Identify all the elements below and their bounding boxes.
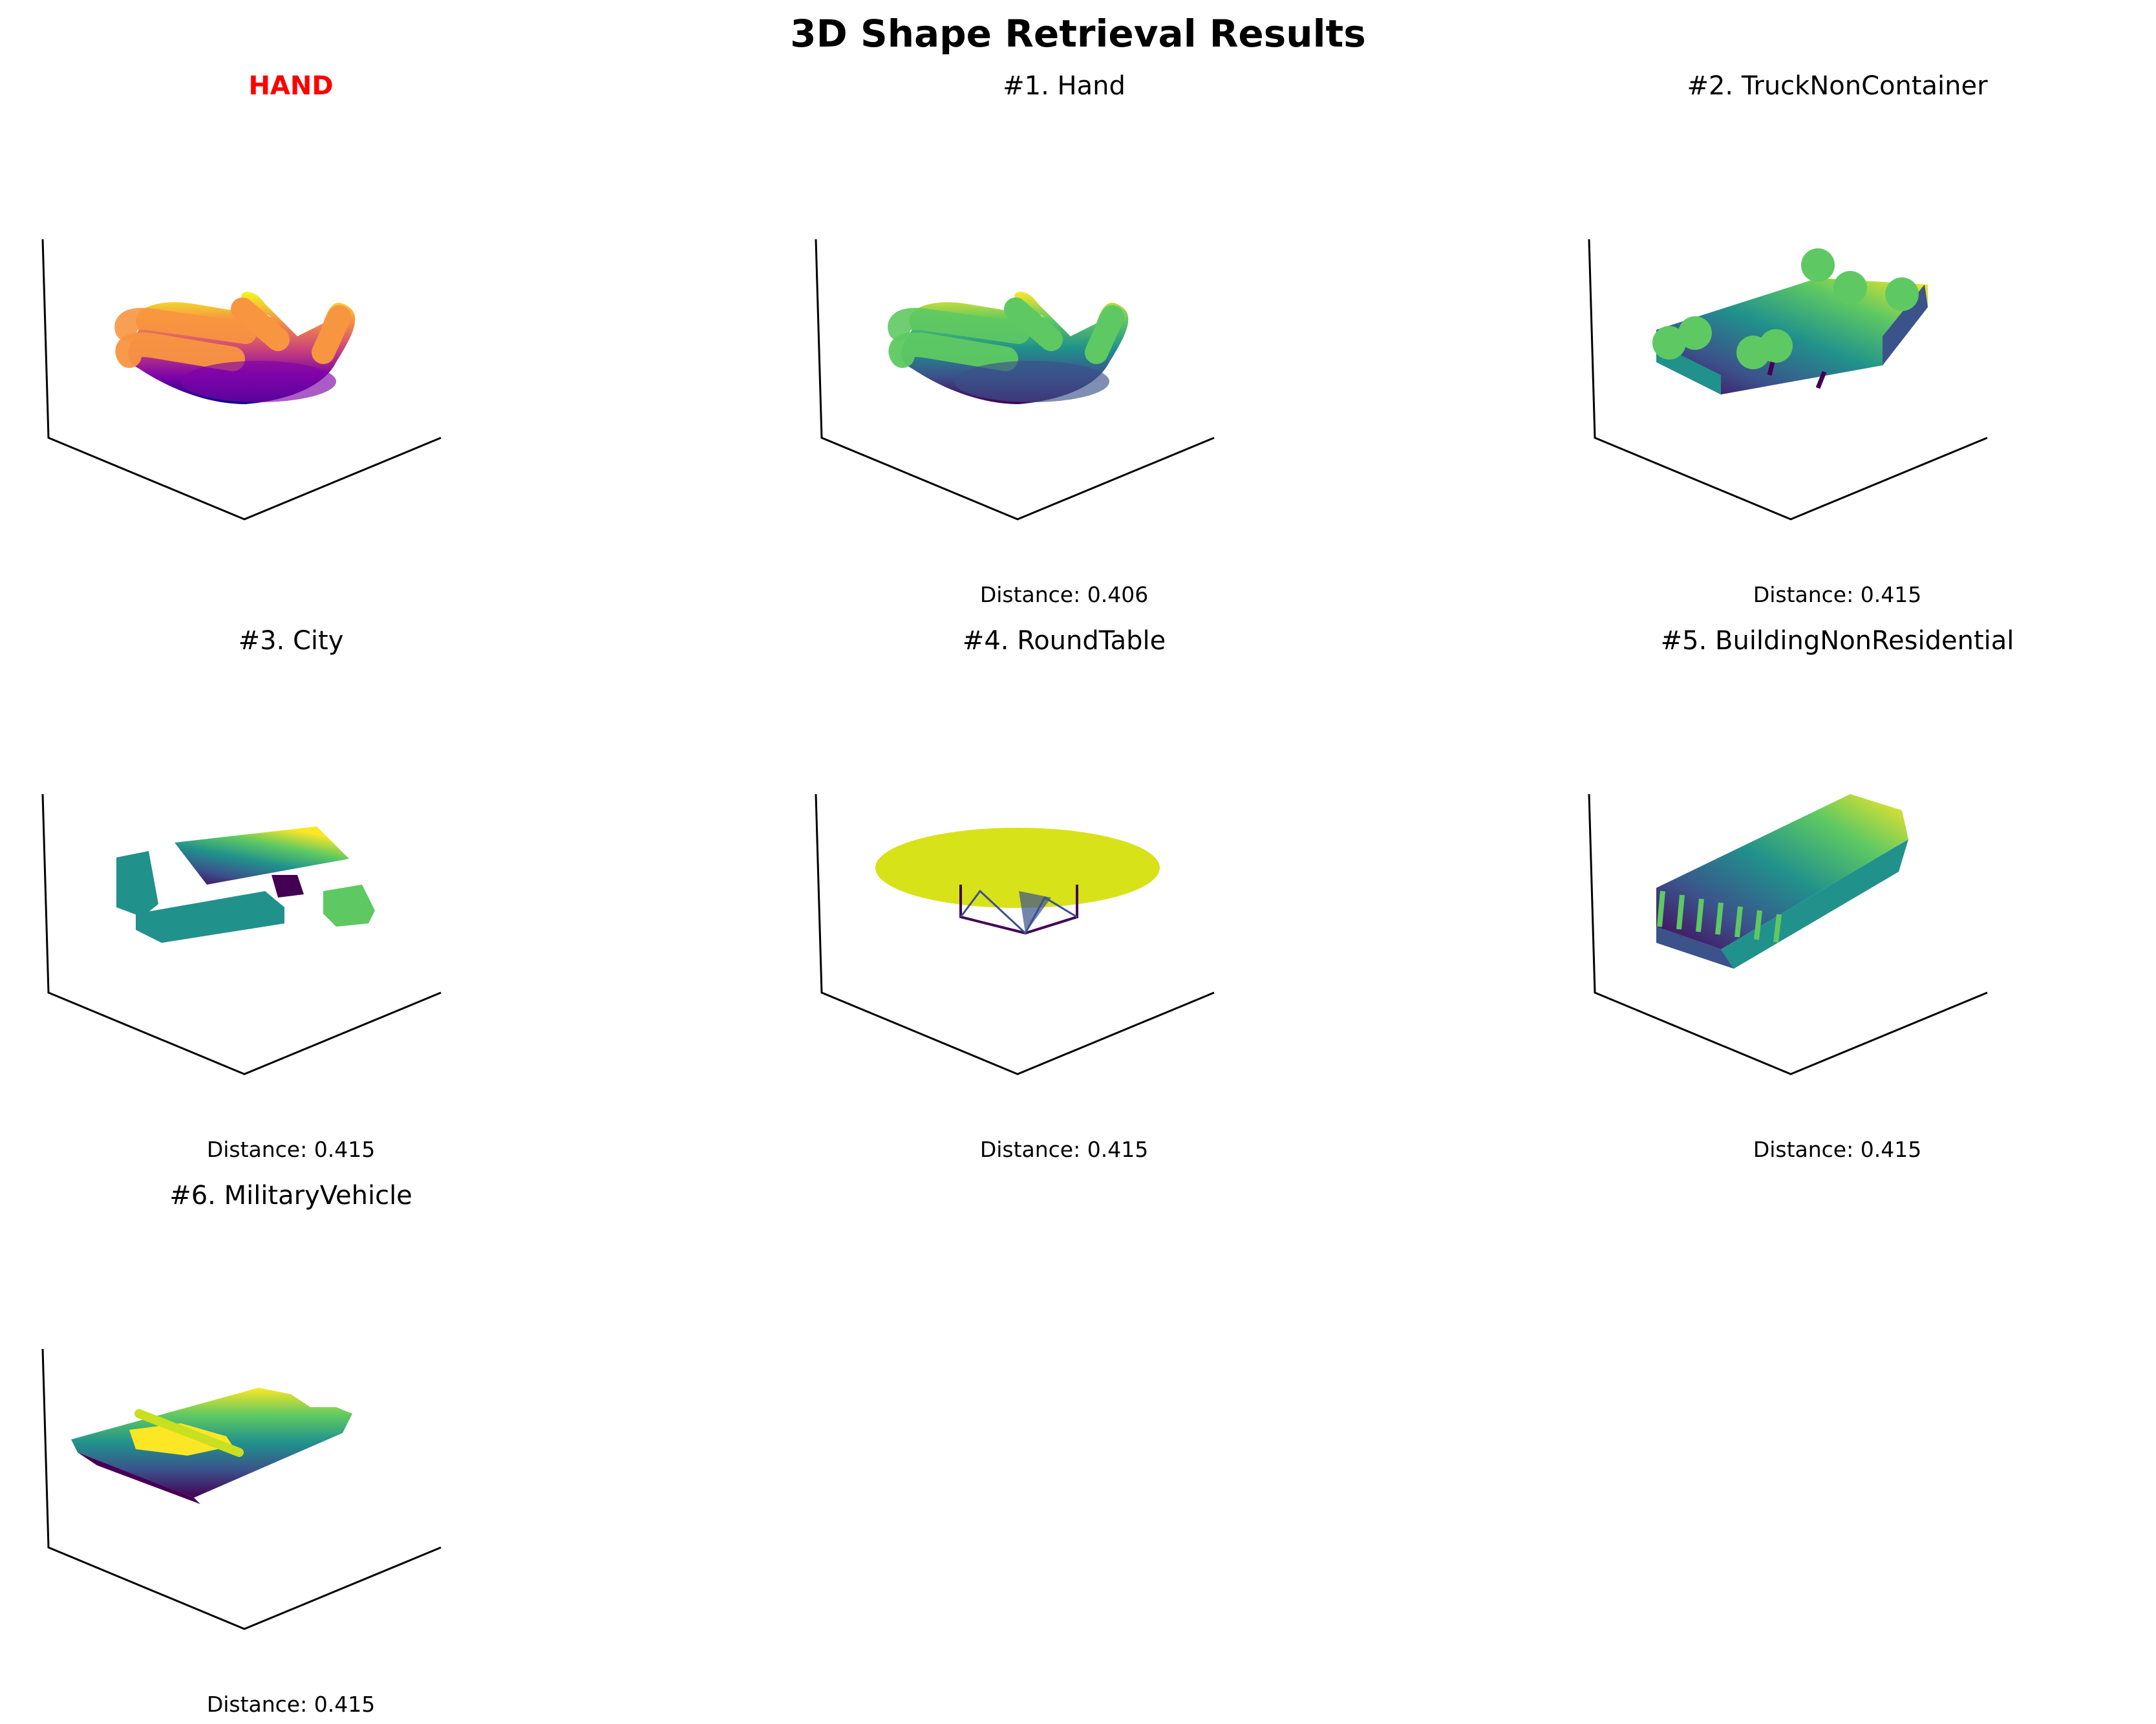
axes-3d <box>41 239 442 521</box>
result-title: #6. MilitaryVehicle <box>169 1181 412 1211</box>
result-panel: #2. TruckNonContainer Distance: 0.415 <box>1546 0 2128 607</box>
distance-label: Distance: 0.415 <box>979 1137 1149 1162</box>
figure-title: 3D Shape Retrieval Results <box>790 12 1366 56</box>
shape-plot <box>1588 239 1988 521</box>
distance-label: Distance: 0.406 <box>979 582 1149 607</box>
query-panel: HAND <box>0 0 582 556</box>
result-panel: #6. MilitaryVehicle Distance: 0.415 <box>0 1110 582 1717</box>
axes-3d <box>1588 239 1988 521</box>
shape-city <box>116 826 375 943</box>
shape-plot <box>41 239 442 521</box>
axes-3d <box>41 793 442 1075</box>
result-title: #3. City <box>238 626 344 656</box>
shape-plot <box>815 793 1215 1075</box>
shape-roundtable <box>875 828 1160 935</box>
distance-label: Distance: 0.415 <box>206 1692 376 1717</box>
distance-label: Distance: 0.415 <box>1753 582 1922 607</box>
shape-plot <box>815 239 1215 521</box>
shape-truck <box>1652 248 1928 394</box>
result-panel: #4. RoundTable Distance: 0.415 <box>773 555 1355 1162</box>
shape-military <box>71 1388 352 1504</box>
distance-label: Distance: 0.415 <box>1753 1137 1922 1162</box>
result-title: #5. BuildingNonResidential <box>1660 626 2014 656</box>
axes-3d <box>815 239 1215 521</box>
result-panel: #1. Hand Distance: 0.406 <box>773 0 1355 607</box>
shape-hand <box>114 292 356 404</box>
result-panel: #5. BuildingNonResidential Distance: 0.41… <box>1546 555 2128 1162</box>
shape-hand <box>888 292 1129 404</box>
result-title: #1. Hand <box>1003 71 1126 101</box>
distance-label: Distance: 0.415 <box>206 1137 376 1162</box>
shape-plot <box>41 793 442 1075</box>
shape-plot <box>41 1348 442 1630</box>
axes-3d <box>41 1348 442 1630</box>
shape-plot <box>1588 793 1988 1075</box>
query-title: HAND <box>248 71 334 101</box>
shape-building <box>1656 794 1908 969</box>
result-title: #4. RoundTable <box>962 626 1166 656</box>
result-panel: #3. City Distance: 0.415 <box>0 555 582 1162</box>
axes-3d <box>815 793 1215 1075</box>
result-title: #2. TruckNonContainer <box>1687 71 1988 101</box>
axes-3d <box>1588 793 1988 1075</box>
